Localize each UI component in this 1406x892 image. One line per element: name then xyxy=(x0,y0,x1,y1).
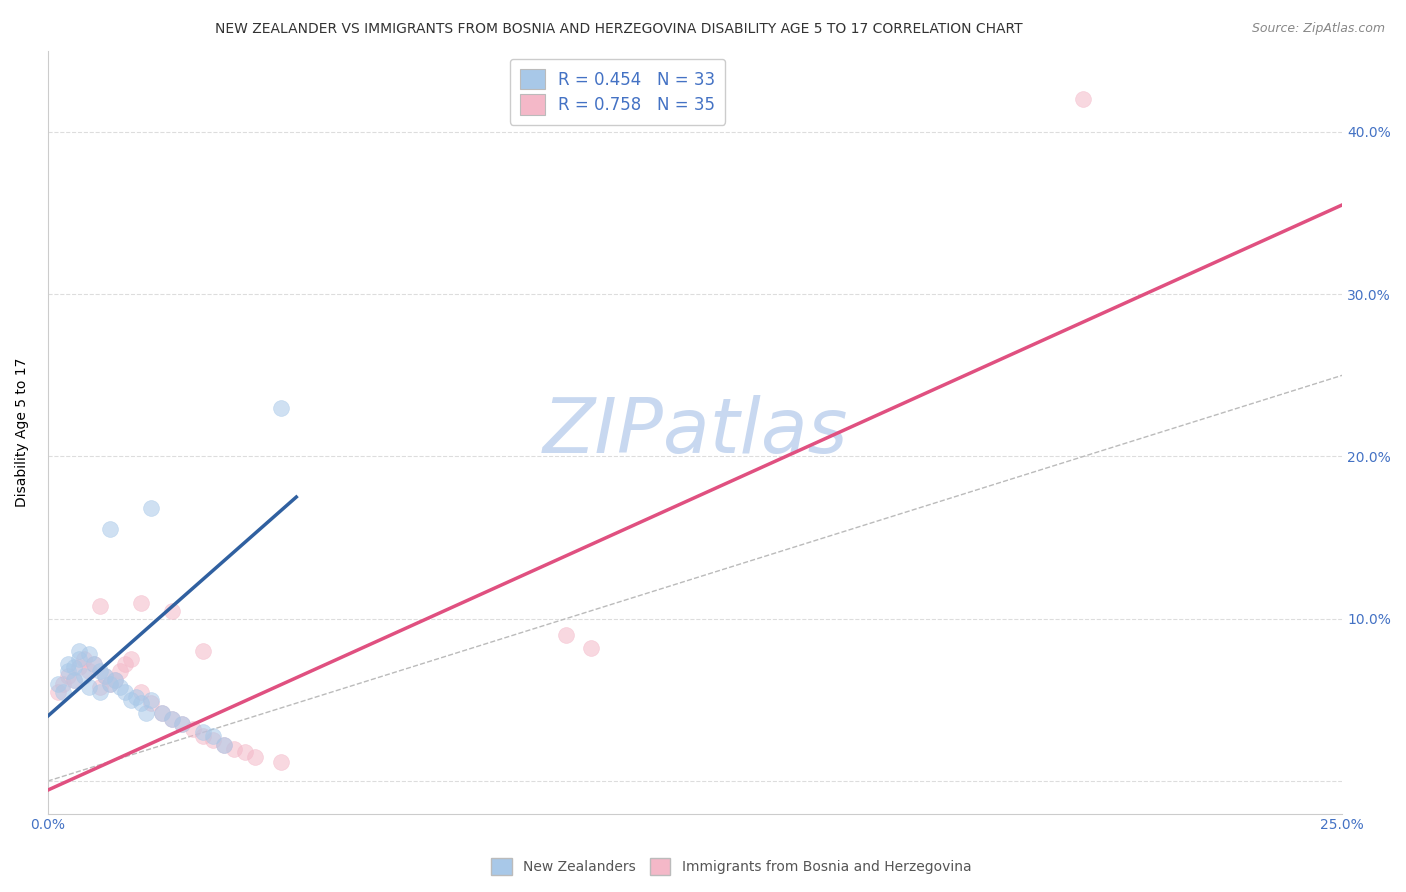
Point xyxy=(202,733,225,747)
Point xyxy=(129,685,152,699)
Point xyxy=(77,680,100,694)
Point xyxy=(129,696,152,710)
Point xyxy=(104,673,127,688)
Point xyxy=(93,668,115,682)
Point xyxy=(554,628,576,642)
Point xyxy=(98,523,121,537)
Text: Source: ZipAtlas.com: Source: ZipAtlas.com xyxy=(1251,22,1385,36)
Y-axis label: Disability Age 5 to 17: Disability Age 5 to 17 xyxy=(15,358,30,507)
Point xyxy=(89,664,111,678)
Point xyxy=(67,644,90,658)
Point xyxy=(233,745,256,759)
Point xyxy=(52,685,75,699)
Point xyxy=(77,648,100,662)
Point xyxy=(202,729,225,743)
Point xyxy=(98,676,121,690)
Point xyxy=(83,657,105,672)
Point xyxy=(181,722,204,736)
Point xyxy=(243,749,266,764)
Point xyxy=(1073,92,1095,106)
Point xyxy=(93,668,115,682)
Text: NEW ZEALANDER VS IMMIGRANTS FROM BOSNIA AND HERZEGOVINA DISABILITY AGE 5 TO 17 C: NEW ZEALANDER VS IMMIGRANTS FROM BOSNIA … xyxy=(215,22,1022,37)
Point xyxy=(160,604,183,618)
Point xyxy=(270,755,292,769)
Point xyxy=(77,664,100,678)
Point xyxy=(172,717,194,731)
Point xyxy=(89,599,111,613)
Point xyxy=(110,664,132,678)
Point xyxy=(129,595,152,609)
Point xyxy=(141,693,163,707)
Point xyxy=(581,640,603,655)
Point xyxy=(135,706,157,720)
Point xyxy=(58,668,80,682)
Point xyxy=(62,660,84,674)
Point xyxy=(270,401,292,415)
Point xyxy=(150,706,173,720)
Point xyxy=(141,501,163,516)
Point xyxy=(58,664,80,678)
Point xyxy=(46,685,69,699)
Point xyxy=(172,717,194,731)
Legend: R = 0.454   N = 33, R = 0.758   N = 35: R = 0.454 N = 33, R = 0.758 N = 35 xyxy=(509,59,725,125)
Point xyxy=(89,685,111,699)
Legend: New Zealanders, Immigrants from Bosnia and Herzegovina: New Zealanders, Immigrants from Bosnia a… xyxy=(485,853,977,880)
Point xyxy=(141,696,163,710)
Point xyxy=(150,706,173,720)
Point xyxy=(114,685,136,699)
Point xyxy=(62,673,84,688)
Point xyxy=(46,676,69,690)
Point xyxy=(191,644,214,658)
Point xyxy=(67,660,90,674)
Point xyxy=(212,739,235,753)
Point xyxy=(58,657,80,672)
Point xyxy=(120,652,142,666)
Point xyxy=(160,713,183,727)
Point xyxy=(125,690,148,704)
Point xyxy=(62,673,84,688)
Point xyxy=(98,676,121,690)
Point xyxy=(191,729,214,743)
Point xyxy=(160,713,183,727)
Text: ZIPatlas: ZIPatlas xyxy=(543,395,848,469)
Point xyxy=(104,673,127,688)
Point xyxy=(114,657,136,672)
Point xyxy=(110,680,132,694)
Point xyxy=(212,739,235,753)
Point xyxy=(67,652,90,666)
Point xyxy=(83,657,105,672)
Point xyxy=(191,725,214,739)
Point xyxy=(73,668,96,682)
Point xyxy=(52,676,75,690)
Point xyxy=(224,741,246,756)
Point xyxy=(120,693,142,707)
Point xyxy=(73,652,96,666)
Point xyxy=(89,680,111,694)
